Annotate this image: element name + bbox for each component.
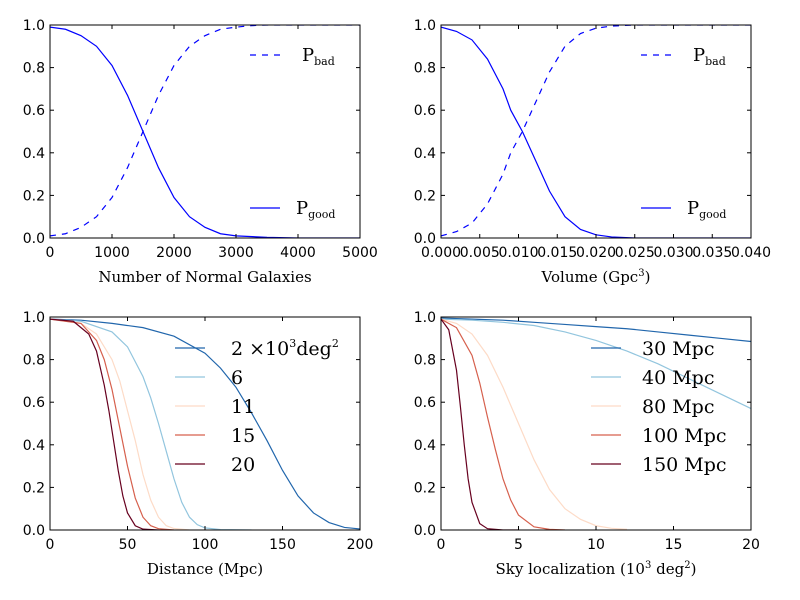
legend-entry-1: Pbad (302, 45, 335, 68)
y-tick-label: 1.0 (414, 310, 436, 326)
x-tick-label: 0 (46, 245, 55, 261)
x-tick-label: 150 (269, 537, 296, 553)
x-axis-label: Number of Normal Galaxies (98, 268, 311, 286)
x-tick-label: 0.020 (576, 245, 616, 261)
y-tick-label: 0.6 (23, 103, 45, 119)
y-tick-label: 0.2 (414, 188, 436, 204)
x-tick-label: 0.035 (692, 245, 732, 261)
legend: Pbad Pgood (641, 45, 726, 221)
x-tick-label: 0.040 (731, 245, 771, 261)
legend: 30 Mpc 40 Mpc 80 Mpc 100 Mpc 150 Mpc (591, 338, 727, 476)
y-tick-label: 0.4 (414, 438, 436, 454)
series-line-1 (441, 25, 751, 237)
legend-entry-4: 15 (231, 425, 255, 447)
series-line-4 (50, 318, 175, 530)
y-tick-label: 0.0 (23, 231, 45, 247)
x-tick-label: 15 (665, 537, 683, 553)
y-tick-label: 0.0 (414, 523, 436, 539)
x-tick-label: 5000 (342, 245, 378, 261)
series-line-4 (441, 318, 566, 530)
legend: Pbad Pgood (250, 45, 335, 221)
chart-panel-3: 0 50 100 150 200 0.0 0.2 0.4 0.6 0.8 1.0 Distance (… (23, 310, 374, 578)
x-tick-label: 0 (46, 537, 55, 553)
series-group (441, 317, 751, 530)
x-tick-label: 10 (587, 537, 605, 553)
x-tick-label: 5 (514, 537, 523, 553)
chart-panel-4: 0 5 10 15 20 0.0 0.2 0.4 0.6 0.8 1.0 Sky localizati… (414, 310, 760, 578)
y-tick-label: 1.0 (23, 18, 45, 34)
y-tick-label: 1.0 (414, 18, 436, 34)
y-tick-label: 0.4 (414, 146, 436, 162)
legend-entry-1: Pbad (693, 45, 726, 68)
x-tick-label: 0.005 (460, 245, 500, 261)
x-tick-label: 20 (742, 537, 760, 553)
series-line-2 (50, 26, 360, 238)
y-tick-label: 0.8 (414, 353, 436, 369)
x-tick-label: 3000 (218, 245, 254, 261)
y-tick-label: 0.0 (414, 231, 436, 247)
x-tick-label: 2000 (156, 245, 192, 261)
legend-entry-1: 2 ×103deg2 (231, 337, 339, 360)
legend-entry-3: 11 (231, 396, 255, 418)
y-tick-label: 0.6 (414, 103, 436, 119)
y-tick-label: 0.4 (23, 438, 45, 454)
legend-entry-3: 80 Mpc (642, 396, 714, 418)
y-tick-label: 0.2 (23, 188, 45, 204)
y-tick-label: 0.6 (414, 395, 436, 411)
chart-panel-2: 0.0000.0050.0100.0150.0200.0250.0300.035… (414, 18, 771, 286)
y-tick-label: 0.8 (23, 353, 45, 369)
x-tick-label: 0.015 (537, 245, 577, 261)
y-tick-label: 0.8 (23, 61, 45, 77)
x-axis-label: Sky localization (103 deg2) (496, 560, 697, 578)
series-line-1 (441, 317, 751, 343)
legend-entry-1: 30 Mpc (642, 338, 714, 360)
x-tick-label: 0.000 (421, 245, 461, 261)
x-tick-label: 0 (437, 537, 446, 553)
y-tick-label: 1.0 (23, 310, 45, 326)
y-tick-label: 0.4 (23, 146, 45, 162)
y-tick-label: 0.6 (23, 395, 45, 411)
series-line-3 (441, 318, 628, 530)
x-tick-label: 4000 (280, 245, 316, 261)
x-tick-label: 100 (192, 537, 219, 553)
legend-entry-2: 40 Mpc (642, 367, 714, 389)
plot-frame (49, 24, 361, 239)
x-tick-label: 50 (119, 537, 137, 553)
legend-entry-2: Pgood (296, 198, 335, 221)
y-tick-label: 0.2 (414, 480, 436, 496)
series-line-2 (441, 26, 751, 238)
chart-panel-1: 0 1000 2000 3000 4000 5000 0.0 0.2 0.4 0.6 0.8 1.0 N… (23, 18, 378, 286)
x-axis-label: Volume (Gpc3) (541, 268, 651, 286)
x-tick-label: 0.030 (653, 245, 693, 261)
y-tick-label: 0.8 (414, 61, 436, 77)
series-group (441, 25, 751, 238)
series-line-5 (441, 318, 519, 530)
legend: 2 ×103deg2 6 11 15 20 (175, 337, 339, 476)
series-line-2 (441, 318, 751, 410)
legend-entry-2: Pgood (687, 198, 726, 221)
legend-entry-2: 6 (231, 367, 243, 389)
legend-entry-5: 150 Mpc (642, 454, 727, 476)
y-tick-label: 0.2 (23, 480, 45, 496)
y-tick-label: 0.0 (23, 523, 45, 539)
legend-entry-4: 100 Mpc (642, 425, 727, 447)
series-line-3 (50, 318, 190, 530)
series-line-1 (50, 318, 360, 530)
series-line-1 (50, 25, 360, 237)
series-group (50, 318, 360, 530)
x-tick-label: 0.025 (615, 245, 655, 261)
series-group (50, 25, 360, 238)
x-tick-label: 200 (347, 537, 374, 553)
x-axis-label: Distance (Mpc) (147, 560, 263, 578)
x-tick-label: 0.010 (498, 245, 538, 261)
series-line-5 (50, 318, 159, 530)
series-line-2 (50, 318, 252, 530)
x-tick-label: 1000 (94, 245, 130, 261)
legend-entry-5: 20 (231, 454, 255, 476)
